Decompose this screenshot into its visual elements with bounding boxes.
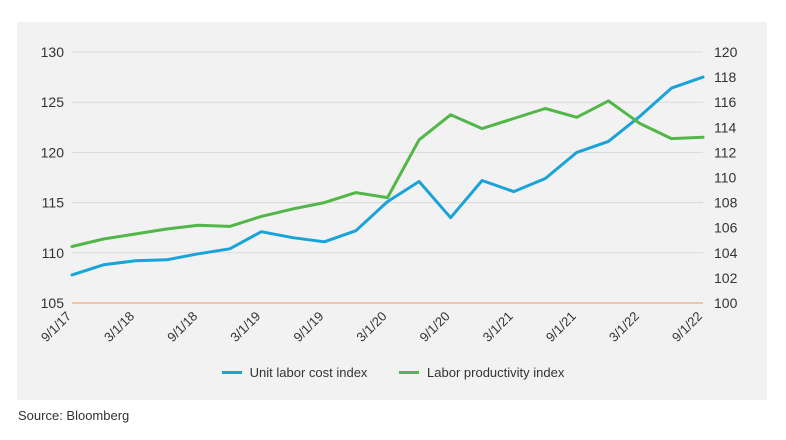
x-axis-tick-label: 9/1/20 (417, 309, 453, 345)
legend: Unit labor cost index Labor productivity… (0, 362, 786, 380)
right-axis-tick-label: 120 (714, 44, 738, 60)
right-axis-tick-label: 100 (714, 295, 738, 311)
x-axis-tick-label: 9/1/21 (543, 309, 579, 345)
x-axis-tick-label: 3/1/22 (606, 309, 642, 345)
right-axis-tick-label: 104 (714, 245, 738, 261)
right-axis-tick-label: 114 (714, 119, 737, 135)
left-axis-tick-label: 115 (42, 195, 65, 211)
chart-panel (17, 22, 767, 400)
right-axis-tick-label: 106 (714, 220, 738, 236)
right-axis-tick-label: 116 (714, 94, 737, 110)
series-line-labor-productivity (70, 99, 705, 248)
series-line-unit-labor-cost (70, 75, 705, 277)
x-axis-tick-label: 3/1/20 (353, 309, 389, 345)
x-axis-tick-label: 9/1/17 (38, 309, 74, 345)
legend-swatch-labor-productivity (399, 371, 420, 374)
x-axis-tick-label: 9/1/19 (290, 309, 326, 345)
x-axis-tick-label: 3/1/19 (227, 309, 263, 345)
left-axis-tick-label: 130 (41, 44, 65, 60)
right-axis-tick-label: 118 (714, 69, 737, 85)
right-axis-tick-label: 102 (714, 270, 738, 286)
x-axis-tick-label: 3/1/18 (101, 309, 137, 345)
right-axis-tick-label: 110 (714, 170, 737, 186)
x-axis-tick-label: 9/1/18 (164, 309, 200, 345)
legend-swatch-unit-labor-cost (221, 371, 242, 374)
legend-item-labor-productivity: Labor productivity index (399, 365, 564, 380)
right-axis-tick-label: 112 (714, 144, 737, 160)
legend-label-unit-labor-cost: Unit labor cost index (249, 365, 368, 380)
source-note: Source: Bloomberg (18, 408, 130, 423)
left-axis-tick-label: 120 (41, 144, 65, 160)
legend-item-unit-labor-cost: Unit labor cost index (221, 365, 368, 380)
legend-label-labor-productivity: Labor productivity index (427, 365, 565, 380)
left-axis-tick-label: 125 (41, 94, 65, 110)
x-axis-tick-label: 9/1/22 (669, 309, 705, 345)
right-axis-tick-label: 108 (714, 195, 738, 211)
x-axis-tick-label: 3/1/21 (480, 309, 516, 345)
left-axis-tick-label: 105 (41, 295, 65, 311)
left-axis-tick-label: 110 (42, 245, 65, 261)
